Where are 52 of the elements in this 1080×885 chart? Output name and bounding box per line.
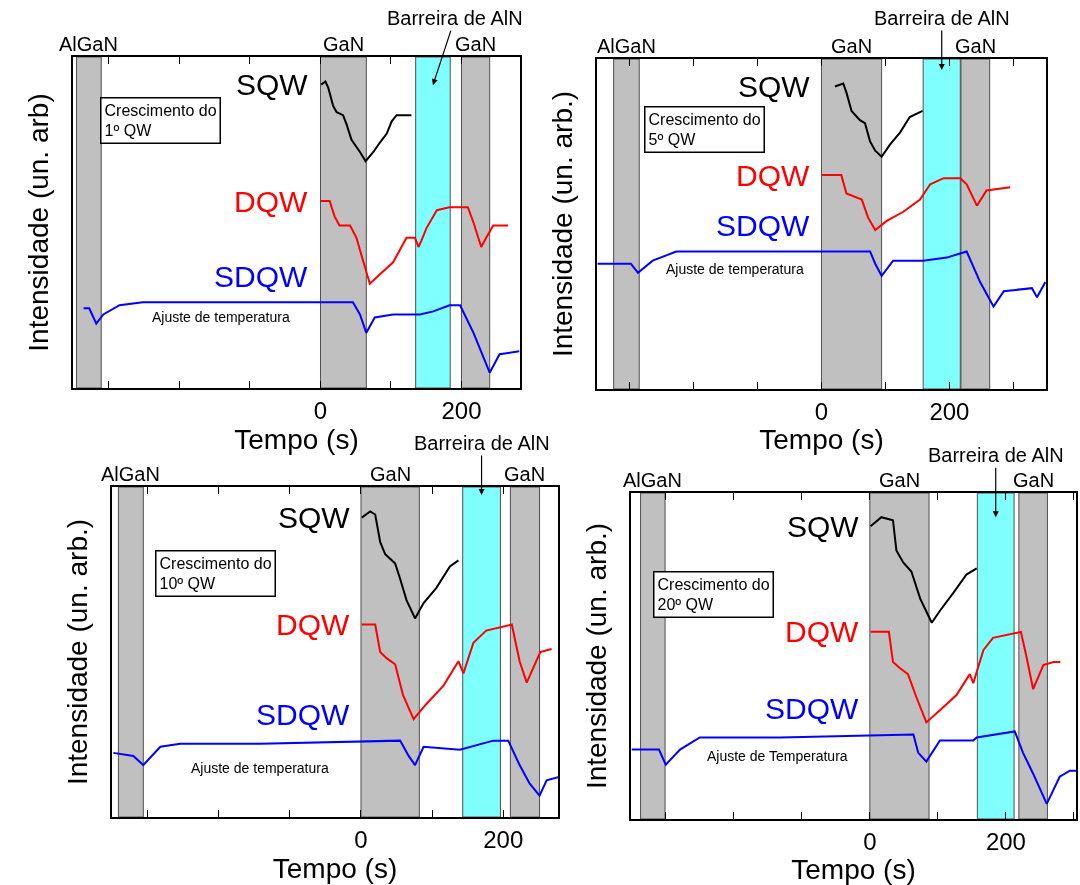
band-label: Barreira de AlN — [414, 432, 550, 454]
band-label: Barreira de AlN — [928, 444, 1064, 466]
series-label: SDQW — [765, 692, 860, 725]
series-label: DQW — [234, 185, 308, 218]
series-label: DQW — [276, 608, 350, 641]
x-tick-label: 200 — [985, 827, 1026, 855]
band-label: GaN — [1013, 469, 1055, 491]
series-label: SDQW — [214, 260, 309, 293]
annotation: Crescimento do 10º QW — [159, 554, 272, 593]
legend-label: SQW — [787, 510, 860, 543]
annotation: Ajuste de temperatura — [666, 261, 804, 277]
x-tick-label: 200 — [929, 397, 970, 425]
series-label: SQW — [738, 70, 811, 103]
annotation: Crescimento do 1º QW — [104, 101, 217, 140]
band-label: GaN — [323, 33, 365, 55]
x-axis-title: Tempo (s) — [759, 424, 884, 456]
x-tick-label: 0 — [313, 396, 328, 424]
band-label: AlGaN — [623, 469, 682, 491]
y-axis-title: Intensidade (un. arb.) — [62, 518, 94, 786]
band-label: Barreira de AlN — [874, 7, 1010, 29]
band-label: AlGaN — [597, 35, 656, 57]
band-label: AlGaN — [101, 463, 160, 485]
annotation: Crescimento do 5º QW — [648, 110, 761, 149]
x-axis-title: Tempo (s) — [791, 854, 916, 885]
band-label: AlGaN — [59, 33, 118, 55]
x-axis-title: Tempo (s) — [272, 852, 398, 884]
x-tick-label: 0 — [863, 827, 877, 855]
series-label: DQW — [785, 615, 859, 648]
x-tick-label: 0 — [814, 397, 829, 425]
x-tick-label: 200 — [441, 396, 482, 424]
series-label: SDQW — [716, 209, 811, 242]
band-label: GaN — [831, 35, 873, 57]
x-tick-label: 200 — [483, 825, 524, 853]
annotation: Crescimento do 20º QW — [657, 575, 770, 614]
annotation: Ajuste de Temperatura — [707, 748, 848, 764]
band-label: GaN — [370, 463, 412, 485]
y-axis-title: Intensidade (un. arb.) — [581, 522, 613, 790]
series-label: SQW — [278, 501, 351, 534]
series-label: DQW — [736, 159, 810, 192]
x-tick-label: 0 — [354, 825, 368, 853]
x-axis-title: Tempo (s) — [234, 423, 359, 455]
y-axis-title: Intensidade (un. arb.) — [547, 90, 579, 358]
band-label: GaN — [455, 33, 497, 55]
band-label: Barreira de AlN — [387, 7, 523, 29]
annotation: Ajuste de temperatura — [152, 309, 290, 325]
band-label: GaN — [504, 463, 546, 485]
y-axis-title: Intensidade (un. arb) — [23, 93, 55, 352]
series-label: SDQW — [256, 698, 351, 731]
legend-label: SQW — [236, 68, 309, 101]
band-label: GaN — [879, 469, 921, 491]
band-label: GaN — [955, 35, 997, 57]
annotation: Ajuste de temperatura — [191, 760, 329, 776]
